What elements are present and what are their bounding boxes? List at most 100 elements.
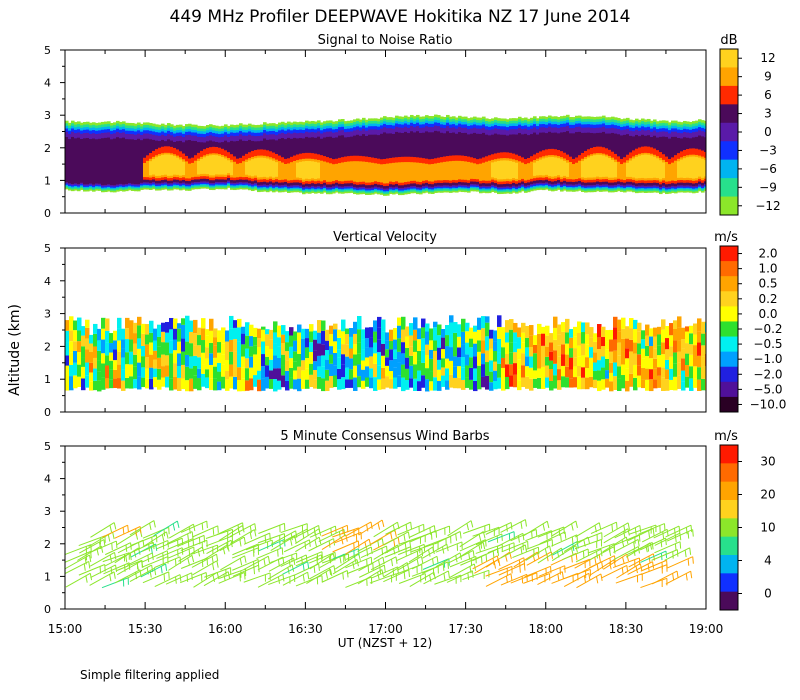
velocity-cell (169, 353, 174, 367)
velocity-cell (537, 368, 542, 378)
velocity-cell (77, 352, 82, 365)
velocity-cell (217, 330, 222, 343)
wind-barb-feather (237, 524, 240, 532)
velocity-cell (209, 353, 214, 365)
wind-barb-feather (596, 576, 599, 584)
snr-cell (191, 162, 195, 178)
velocity-cell (257, 379, 262, 392)
snr-cell (515, 162, 519, 179)
wind-barb-feather (531, 531, 533, 539)
wind-barb-staff (130, 534, 157, 547)
velocity-cell (445, 380, 450, 390)
velocity-cell (433, 340, 438, 351)
wind-barb-staff (270, 535, 296, 551)
velocity-cell (357, 353, 362, 365)
velocity-cell (313, 350, 318, 362)
wind-barb-feather (288, 560, 291, 568)
velocity-cell (109, 369, 114, 380)
wind-barb-feather (201, 523, 204, 531)
velocity-cell (633, 364, 638, 378)
wind-barb-feather (325, 571, 329, 579)
velocity-cell (637, 331, 642, 344)
velocity-cell (381, 319, 386, 332)
velocity-cell (117, 378, 122, 389)
velocity-cell (505, 353, 510, 365)
velocity-cell (301, 370, 306, 380)
wind-barb-feather (346, 570, 349, 578)
snr-cell (341, 162, 345, 182)
velocity-cell (405, 336, 410, 348)
velocity-cell (625, 358, 630, 369)
colorbar-label: 0.5 (758, 277, 777, 291)
snr-cell (698, 157, 702, 177)
velocity-cell (105, 342, 110, 356)
wind-barb-title: 5 Minute Consensus Wind Barbs (280, 429, 489, 444)
wind-barb-staff (665, 570, 691, 585)
y-tick-label: 2 (44, 142, 51, 155)
velocity-cell (69, 316, 74, 331)
velocity-cell (281, 325, 286, 335)
velocity-cell (113, 330, 118, 341)
wind-barb-staff (654, 532, 681, 546)
velocity-cell (241, 367, 246, 379)
wind-barb-staff (243, 555, 269, 571)
snr-cell (221, 156, 225, 175)
velocity-cell (617, 331, 622, 343)
velocity-cell (321, 330, 326, 345)
velocity-cell (333, 341, 338, 353)
velocity-cell (481, 316, 486, 329)
wind-barb-feather (510, 573, 513, 581)
velocity-cell (265, 365, 270, 377)
velocity-cell (361, 380, 366, 389)
velocity-cell (177, 323, 182, 329)
velocity-cell (173, 376, 178, 390)
velocity-cell (553, 327, 558, 340)
wind-barb-staff (165, 572, 192, 585)
wind-barb-staff (245, 539, 273, 551)
velocity-cell (657, 345, 662, 356)
velocity-cell (461, 357, 466, 368)
velocity-cell (257, 370, 262, 380)
snr-cell (236, 163, 240, 178)
wind-barb-feather (354, 556, 357, 564)
wind-barb-feather (550, 551, 554, 559)
wind-barb-feather (520, 547, 523, 555)
snr-cell (605, 156, 609, 177)
velocity-cell (209, 330, 214, 343)
snr-cell (245, 162, 249, 175)
velocity-cell (185, 380, 190, 392)
velocity-cell (437, 335, 442, 348)
wind-barb-feather (404, 542, 407, 550)
velocity-cell (201, 364, 206, 374)
velocity-cell (329, 325, 334, 335)
velocity-cell (289, 358, 294, 368)
snr-cell (368, 162, 372, 183)
velocity-cell (325, 369, 330, 381)
wind-barb-staff (283, 539, 310, 553)
velocity-cell (77, 317, 82, 331)
velocity-cell (285, 380, 290, 391)
velocity-cell (229, 364, 234, 377)
velocity-cell (549, 381, 554, 391)
snr-cell (293, 161, 297, 180)
velocity-cell (213, 366, 218, 379)
velocity-cell (165, 342, 170, 356)
wind-barb-feather (212, 527, 215, 535)
colorbar-swatch (720, 381, 738, 398)
velocity-cell (581, 367, 586, 378)
velocity-cell (201, 328, 206, 341)
snr-cell (617, 161, 621, 179)
velocity-cell (433, 363, 438, 378)
velocity-cell (385, 365, 390, 377)
colorbar-swatch (720, 159, 738, 179)
wind-barb-staff (435, 552, 461, 568)
velocity-cell (193, 319, 198, 334)
snr-cell (689, 156, 693, 179)
velocity-cell (93, 368, 98, 381)
wind-barb-feather (678, 526, 681, 534)
velocity-cell (225, 341, 230, 351)
velocity-cell (689, 354, 694, 367)
velocity-cell (149, 378, 154, 390)
velocity-cell (533, 335, 538, 345)
